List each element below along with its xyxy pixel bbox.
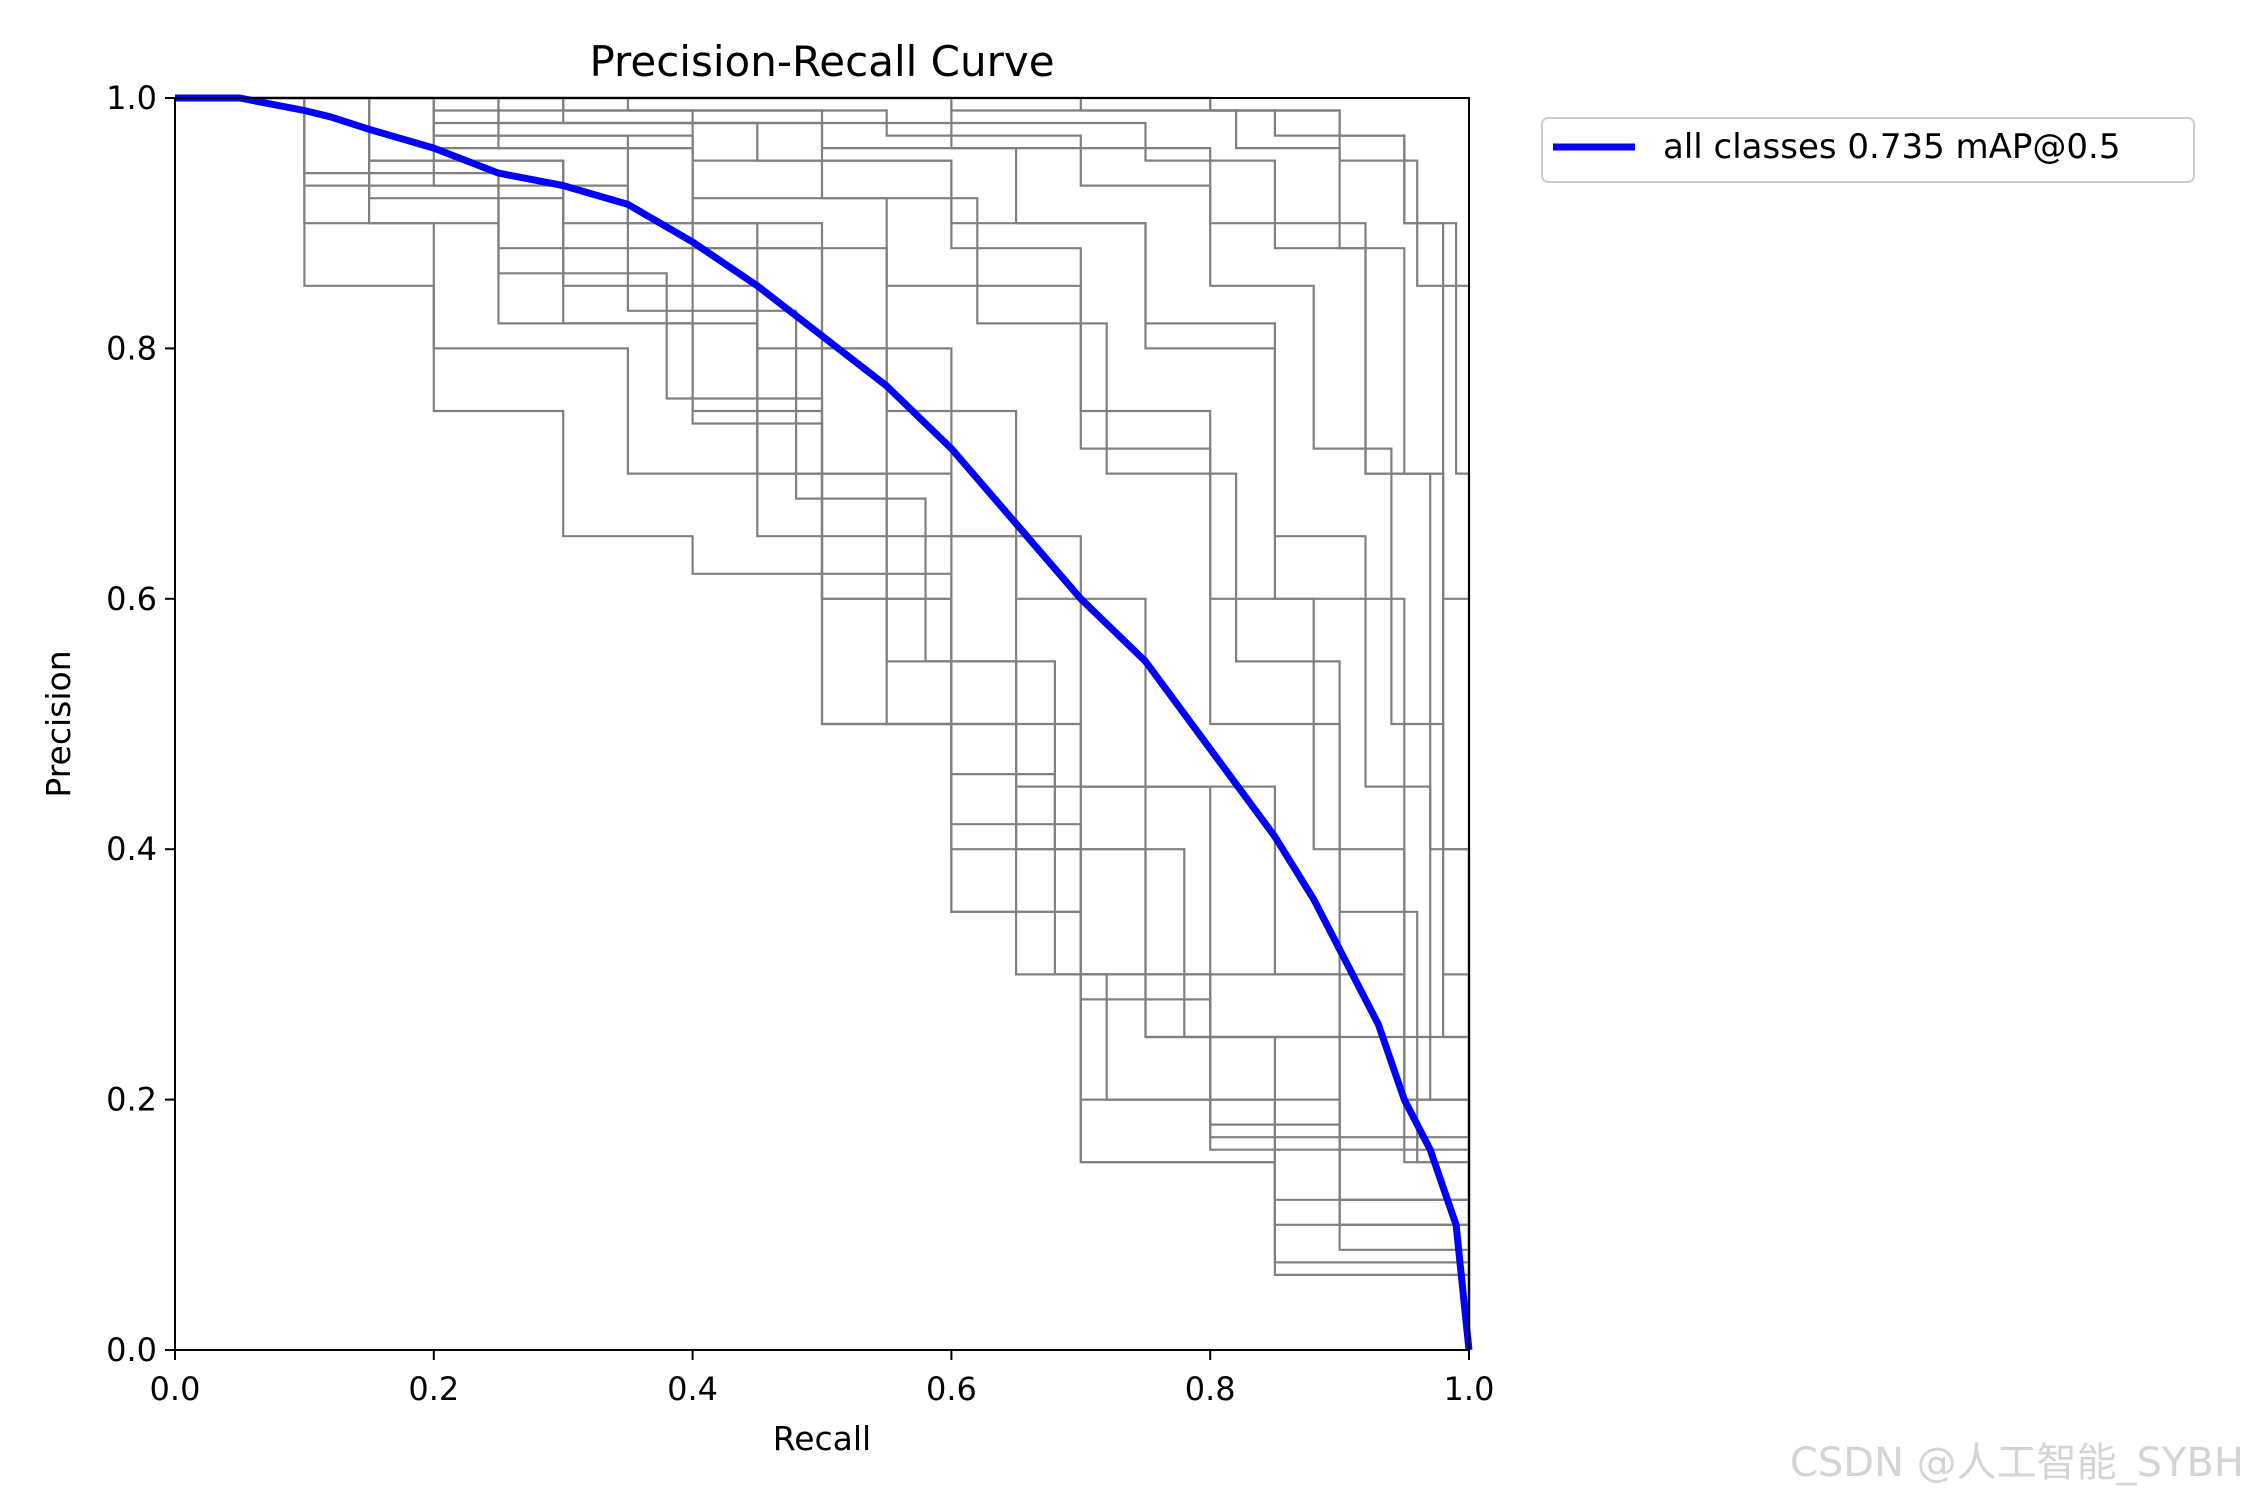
legend-label-mean: all classes 0.735 mAP@0.5: [1663, 127, 2120, 167]
x-tick-label: 0.8: [1185, 1370, 1236, 1408]
plot-frame: [174, 97, 1470, 1351]
y-tick-label: 0.6: [106, 580, 157, 618]
mean-series-line: [175, 94, 1473, 1351]
class-series-group: [175, 96, 1471, 1350]
y-axis: 0.0 0.2 0.4 0.6 0.8 1.0: [106, 79, 175, 1369]
class-series-line-17: [175, 96, 1471, 1350]
x-tick-label: 1.0: [1444, 1370, 1495, 1408]
y-axis-label: Precision: [39, 650, 78, 797]
class-series-line-20: [175, 96, 1471, 1350]
x-tick-label: 0.4: [667, 1370, 718, 1408]
x-tick-label: 0.0: [150, 1370, 201, 1408]
class-series-line-14: [175, 96, 1471, 1350]
y-tick-label: 0.8: [106, 329, 157, 367]
x-tick-label: 0.6: [926, 1370, 977, 1408]
x-axis-label: Recall: [773, 1419, 871, 1458]
x-tick-label: 0.2: [408, 1370, 459, 1408]
mean-series-group: [175, 94, 1473, 1351]
y-tick-label: 0.4: [106, 830, 157, 868]
class-series-line-18: [175, 96, 1471, 1350]
legend: all classes 0.735 mAP@0.5: [1541, 117, 2195, 183]
y-tick-label: 0.2: [106, 1081, 157, 1119]
chart-title: Precision-Recall Curve: [589, 37, 1054, 86]
y-tick-label: 1.0: [106, 79, 157, 117]
class-series-line-23: [175, 96, 1471, 1350]
legend-box: [1541, 117, 2195, 183]
watermark: CSDN @人工智能_SYBH: [1789, 1440, 2244, 1486]
y-tick-label: 0.0: [106, 1331, 157, 1369]
x-axis: 0.0 0.2 0.4 0.6 0.8 1.0: [150, 1350, 1495, 1408]
